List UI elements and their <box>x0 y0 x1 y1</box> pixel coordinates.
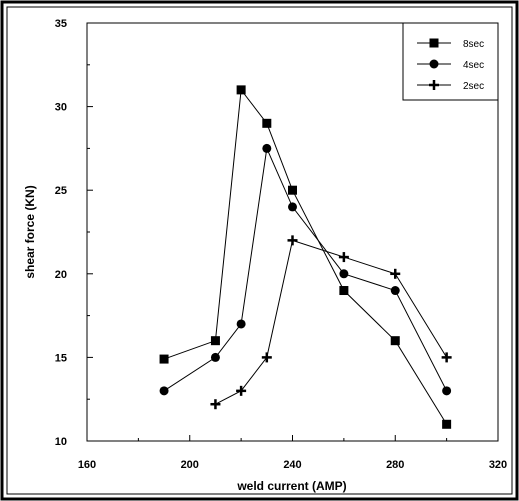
x-tick-label: 160 <box>78 459 96 471</box>
legend-box <box>402 22 499 101</box>
y-tick-label: 15 <box>55 352 67 364</box>
series-line <box>163 88 448 425</box>
square-marker <box>390 336 400 346</box>
legend-item: 4sec <box>417 59 484 71</box>
y-tick-label: 20 <box>55 269 67 281</box>
square-marker <box>236 85 246 95</box>
circle-marker <box>288 202 297 212</box>
square-marker <box>159 354 169 364</box>
series-line <box>163 146 448 392</box>
circle-marker <box>236 319 246 329</box>
y-axis-title: shear force (KN) <box>23 185 37 278</box>
y-tick-label: 35 <box>55 18 67 30</box>
inner-border <box>6 6 513 495</box>
x-tick-label: 200 <box>181 459 199 471</box>
square-marker <box>288 185 297 195</box>
y-tick-label: 25 <box>55 185 67 197</box>
circle-marker <box>339 269 349 279</box>
axis-ticks: 160 200 240 280 320 10 15 20 25 30 35 <box>55 18 507 471</box>
legend-label: 2sec <box>463 81 484 92</box>
legend: 8sec 4sec 2sec <box>402 22 499 101</box>
circle-marker <box>429 59 439 69</box>
plus-marker <box>429 80 439 90</box>
plus-marker <box>287 235 298 246</box>
x-tick-label: 280 <box>386 459 404 471</box>
circle-marker <box>159 386 169 396</box>
circle-marker <box>262 143 272 153</box>
plus-marker <box>338 252 349 263</box>
circle-marker <box>390 286 400 296</box>
plus-marker <box>261 352 272 363</box>
x-tick-label: 320 <box>489 459 507 471</box>
legend-label: 4sec <box>463 60 484 71</box>
square-marker <box>429 38 439 48</box>
plus-marker <box>390 268 401 279</box>
circle-marker <box>442 386 452 396</box>
series-8sec <box>159 85 452 429</box>
series-layer <box>159 85 452 429</box>
y-tick-label: 30 <box>55 102 67 114</box>
series-2sec <box>210 235 452 410</box>
square-marker <box>339 286 349 296</box>
square-marker <box>442 419 452 429</box>
legend-label: 8sec <box>463 39 484 50</box>
x-tick-label: 240 <box>283 459 301 471</box>
circle-marker <box>210 352 220 362</box>
plus-marker <box>441 352 452 363</box>
plus-marker <box>210 399 221 410</box>
legend-item: 2sec <box>417 80 484 92</box>
x-axis-title: weld current (AMP) <box>236 479 346 493</box>
y-tick-label: 10 <box>55 436 67 448</box>
legend-item: 8sec <box>417 38 484 50</box>
plus-marker <box>236 385 247 396</box>
series-4sec <box>159 143 452 396</box>
square-marker <box>210 336 220 346</box>
square-marker <box>262 118 272 128</box>
